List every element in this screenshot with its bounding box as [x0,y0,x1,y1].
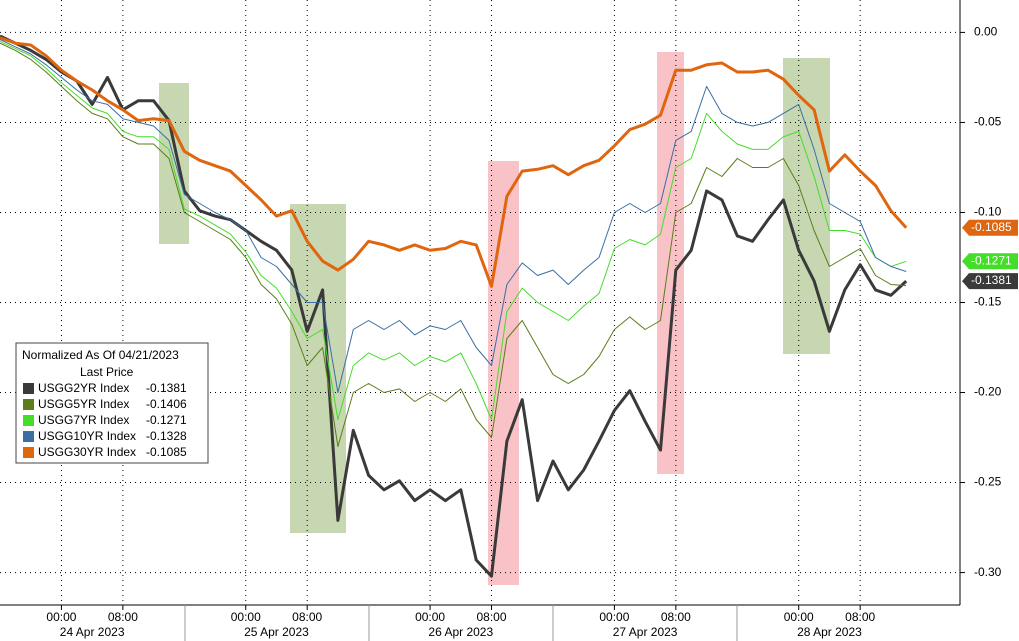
y-tick-label: 0.00 [974,25,998,39]
x-tick-label: 00:00 [599,610,629,624]
x-tick-label: 08:00 [108,610,138,624]
legend-value: -0.1328 [146,429,187,443]
legend-name: USGG10YR Index [38,429,136,443]
y-tick-label: -0.15 [974,295,1002,309]
y-tick-label: -0.30 [974,565,1002,579]
price-tag: -0.1271 [962,253,1018,270]
y-tick-label: -0.20 [974,385,1002,399]
x-tick-label: 00:00 [415,610,445,624]
series-line [0,40,907,420]
legend-value: -0.1271 [146,413,187,427]
price-tag-label: -0.1085 [971,220,1012,234]
price-tag: -0.1381 [962,273,1018,290]
x-tick-label: 08:00 [845,610,875,624]
date-label: 24 Apr 2023 [60,625,125,639]
x-tick-label: 08:00 [661,610,691,624]
date-label: 25 Apr 2023 [244,625,309,639]
y-tick-label: -0.10 [974,205,1002,219]
legend-value: -0.1085 [146,445,187,459]
legend-title: Normalized As Of 04/21/2023 [22,348,179,362]
price-tag-box [962,253,1018,270]
legend-value: -0.1381 [146,381,187,395]
legend-name: USGG5YR Index [38,397,129,411]
y-tick-label: -0.05 [974,115,1002,129]
legend-swatch [23,415,34,426]
legend-swatch [23,399,34,410]
legend-name: USGG2YR Index [38,381,129,395]
series-line [0,42,907,447]
legend-name: USGG30YR Index [38,445,136,459]
highlight-box [159,83,189,244]
legend-swatch [23,383,34,394]
day-separators [184,605,738,641]
y-tick-label: -0.25 [974,475,1002,489]
price-tag-label: -0.1271 [971,253,1012,267]
x-tick-label: 08:00 [292,610,322,624]
x-tick-label: 08:00 [477,610,507,624]
date-label: 28 Apr 2023 [797,625,862,639]
series-line [0,34,908,578]
price-tag: -0.1085 [962,219,1018,236]
price-tag-box [962,219,1018,236]
legend: Normalized As Of 04/21/2023 Last Price USG… [15,342,209,464]
highlight-box [290,204,346,533]
date-label: 27 Apr 2023 [613,625,678,639]
legend-value: -0.1406 [146,397,187,411]
x-tick-label: 00:00 [231,610,261,624]
highlight-box [488,161,519,585]
price-tag-box [962,273,1018,290]
date-label: 26 Apr 2023 [428,625,493,639]
legend-subtitle: Last Price [80,365,134,379]
legend-box [15,342,209,464]
legend-swatch [23,447,34,458]
highlights [159,52,830,585]
x-tick-label: 00:00 [46,610,76,624]
series-line [0,39,907,393]
series-line [0,36,908,288]
x-tick-label: 00:00 [784,610,814,624]
price-tag-label: -0.1381 [971,273,1012,287]
legend-swatch [23,431,34,442]
legend-name: USGG7YR Index [38,413,129,427]
